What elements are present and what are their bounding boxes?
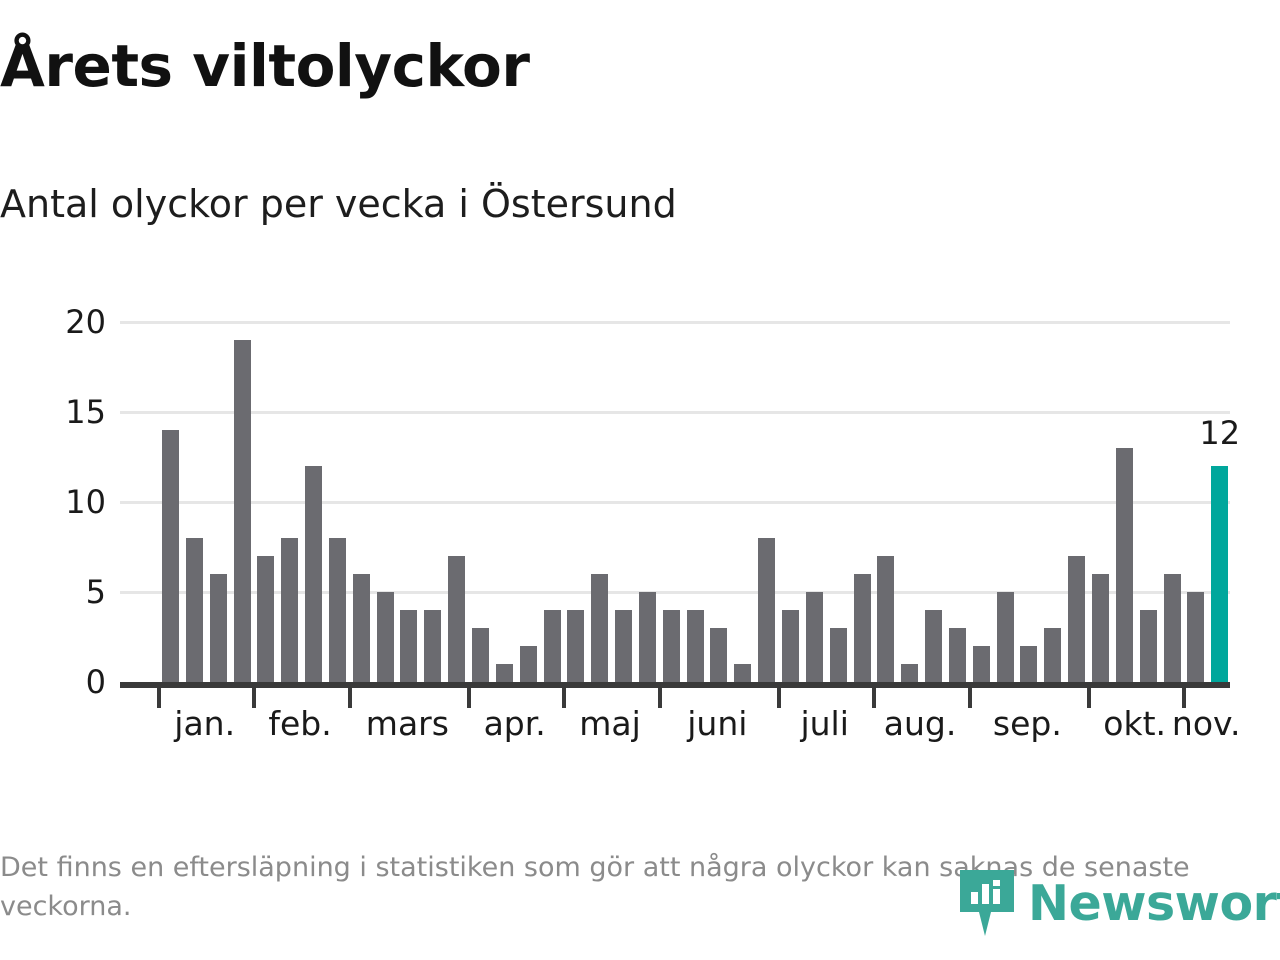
bar[interactable] <box>305 466 323 682</box>
x-axis-month-label: aug. <box>883 704 957 743</box>
bar[interactable] <box>996 592 1014 682</box>
gridline <box>120 411 1230 414</box>
x-axis-month-label: sep. <box>992 704 1062 743</box>
bar[interactable] <box>853 574 871 682</box>
x-axis-tick <box>967 688 972 708</box>
bar[interactable] <box>1020 646 1038 682</box>
bar-series <box>120 322 1230 682</box>
bar[interactable] <box>638 592 656 682</box>
newsworthy-wordmark: Newsworthy <box>1028 874 1280 932</box>
bar[interactable] <box>1115 448 1133 682</box>
bar[interactable] <box>710 628 728 682</box>
bar[interactable] <box>328 538 346 682</box>
bar[interactable] <box>662 610 680 682</box>
x-axis-tick <box>1182 688 1187 708</box>
bar[interactable] <box>829 628 847 682</box>
bar[interactable] <box>400 610 418 682</box>
bar-chart: 12 0 5 10 15 20 jan. feb. mars apr. maj juni juli a… <box>0 300 1280 780</box>
bar-value-label: 12 <box>1199 414 1241 452</box>
bar[interactable] <box>448 556 466 682</box>
x-axis-tick <box>157 688 161 708</box>
newsworthy-shield-bars-icon <box>958 868 1016 938</box>
bar[interactable] <box>543 610 561 682</box>
y-axis-tick-label: 20 <box>65 303 106 341</box>
bar[interactable] <box>781 610 799 682</box>
x-axis-month-label: maj <box>579 704 641 743</box>
x-axis-month-label: juli <box>800 704 849 743</box>
bar[interactable] <box>162 430 179 682</box>
bar[interactable] <box>567 610 585 682</box>
x-axis-month-label: jan. <box>174 704 236 743</box>
x-axis-month-label: juni <box>687 704 748 743</box>
gridline <box>120 321 1230 324</box>
x-axis-month-label: feb. <box>268 704 332 743</box>
bar[interactable] <box>352 574 370 682</box>
bar[interactable] <box>901 664 919 682</box>
bar[interactable] <box>209 574 227 682</box>
bar[interactable] <box>1068 556 1086 682</box>
x-axis-month-label: nov. <box>1171 704 1241 743</box>
x-axis-line <box>120 682 1230 688</box>
bar[interactable] <box>758 538 776 682</box>
x-axis-tick <box>252 688 257 708</box>
bar[interactable] <box>233 340 251 682</box>
gridline <box>120 501 1230 504</box>
bar[interactable] <box>471 628 489 682</box>
y-axis-tick-label: 15 <box>65 393 106 431</box>
bar[interactable] <box>1091 574 1109 682</box>
plot-area: 12 <box>120 321 1240 682</box>
gridline <box>120 591 1230 594</box>
bar[interactable] <box>424 610 442 682</box>
bar[interactable] <box>519 646 537 682</box>
bar-highlighted[interactable] <box>1211 466 1229 682</box>
x-axis-tick <box>347 688 352 708</box>
page-subtitle: Antal olyckor per vecka i Östersund <box>0 182 677 226</box>
page-title: Årets viltolyckor <box>0 32 530 100</box>
bar[interactable] <box>948 628 966 682</box>
bar[interactable] <box>1163 574 1181 682</box>
bar[interactable] <box>877 556 895 682</box>
bar[interactable] <box>376 592 394 682</box>
bar[interactable] <box>185 538 203 682</box>
y-axis-tick-label: 0 <box>85 663 106 701</box>
bar[interactable] <box>972 646 990 682</box>
bar[interactable] <box>1187 592 1205 682</box>
bar[interactable] <box>734 664 752 682</box>
bar[interactable] <box>591 574 609 682</box>
x-axis-month-label: mars <box>365 704 449 743</box>
y-axis-tick-label: 10 <box>65 483 106 521</box>
bar[interactable] <box>805 592 823 682</box>
newsworthy-logo: Newsworthy <box>958 868 1280 938</box>
bar[interactable] <box>281 538 299 682</box>
bar[interactable] <box>495 664 513 682</box>
x-axis-tick <box>1086 688 1091 708</box>
x-axis-tick <box>562 688 567 708</box>
bar[interactable] <box>615 610 633 682</box>
bar[interactable] <box>686 610 704 682</box>
bar[interactable] <box>1044 628 1062 682</box>
bar[interactable] <box>257 556 275 682</box>
x-axis-tick <box>872 688 877 708</box>
bar[interactable] <box>925 610 943 682</box>
x-axis-tick <box>657 688 662 708</box>
x-axis-month-label: okt. <box>1103 704 1167 743</box>
x-axis-tick <box>466 688 471 708</box>
x-axis-month-label: apr. <box>483 704 546 743</box>
bar[interactable] <box>1139 610 1157 682</box>
x-axis-tick <box>776 688 781 708</box>
y-axis-tick-label: 5 <box>85 573 106 611</box>
